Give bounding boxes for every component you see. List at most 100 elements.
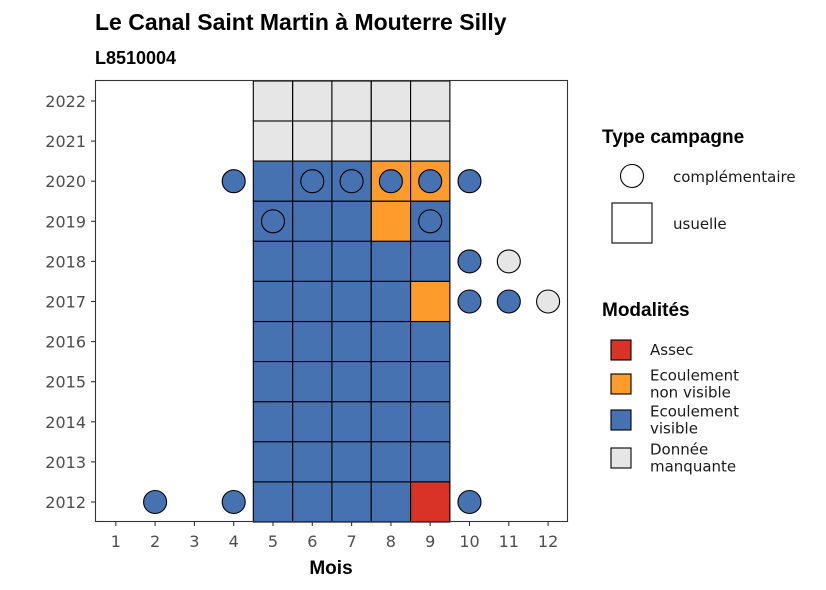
cell-2018-9 (410, 240, 451, 282)
cell-2016-7 (331, 321, 372, 363)
cell-2014-7 (331, 401, 372, 443)
y-tick-label: 2012 (45, 493, 86, 512)
cell-2013-8 (370, 441, 412, 483)
cell-2014-8 (370, 401, 412, 443)
y-axis: 2012 2013 2014 2015 2016 2017 2018 2019 2020 2021… (45, 92, 96, 512)
y-tick-label: 2018 (45, 252, 86, 271)
cell-2017-8 (370, 280, 412, 323)
point-2017-12 (536, 289, 561, 314)
legend-key-assec (610, 339, 632, 361)
point-2020-7 (339, 169, 364, 194)
legend-label-line: non visible (650, 384, 731, 402)
cell-2014-9 (410, 401, 451, 443)
x-tick-label: 11 (499, 532, 519, 551)
chart-subtitle: L8510004 (95, 48, 176, 68)
point-2017-11 (496, 289, 521, 314)
legend-key-ecoulement-non-visible (610, 373, 632, 395)
legend-label-line: Donnée (650, 441, 708, 459)
y-tick-label: 2013 (45, 453, 86, 472)
cell-2019-8 (370, 200, 412, 242)
x-tick-label: 10 (459, 532, 479, 551)
cell-2013-6 (292, 441, 333, 483)
x-tick-label: 8 (386, 532, 396, 551)
point-2020-8 (378, 169, 403, 194)
cell-2016-6 (292, 321, 333, 363)
point-2020-4 (221, 169, 246, 194)
cell-2021-9 (410, 120, 451, 162)
cell-2015-5 (252, 361, 294, 403)
cell-2012-6 (292, 481, 333, 523)
cell-2017-5 (252, 280, 294, 323)
legend: Type campagne complémentaire usuelle Mod… (602, 127, 796, 476)
x-tick-label: 9 (425, 532, 435, 551)
legend-label-line: Assec (650, 341, 693, 359)
cell-2015-9 (410, 361, 451, 403)
legend-key-donn-e-manquante (610, 447, 632, 469)
point-2012-2 (143, 489, 168, 515)
y-tick-label: 2015 (45, 373, 86, 392)
y-tick-label: 2020 (45, 172, 86, 191)
cell-2018-5 (252, 240, 294, 282)
x-tick-label: 3 (189, 532, 199, 551)
cell-2021-8 (370, 120, 412, 162)
point-2012-10 (457, 489, 482, 515)
point-2020-10 (457, 169, 482, 194)
legend-key-ecoulement-visible (610, 409, 632, 431)
legend-label-usuelle: usuelle (673, 215, 727, 233)
x-tick-label: 12 (538, 532, 558, 551)
chart-title: Le Canal Saint Martin à Mouterre Silly (95, 9, 507, 35)
cell-2018-8 (370, 240, 412, 282)
legend-label-line: visible (650, 420, 698, 438)
usuelle-cells (252, 80, 451, 523)
cell-2016-9 (410, 321, 451, 363)
y-tick-label: 2017 (45, 293, 86, 312)
point-2018-11 (496, 249, 521, 274)
cell-2020-5 (252, 160, 294, 202)
point-2020-9 (418, 169, 443, 194)
cell-2012-8 (370, 481, 412, 523)
cell-2022-7 (331, 80, 372, 122)
cell-2021-7 (331, 120, 372, 162)
point-2017-10 (457, 289, 482, 314)
y-tick-label: 2016 (45, 333, 86, 352)
legend-circle-icon (619, 163, 645, 189)
cell-2019-7 (331, 200, 372, 242)
x-axis-title: Mois (309, 558, 352, 579)
point-2019-5 (260, 209, 286, 234)
legend-square-icon (611, 202, 653, 244)
legend-label-line: manquante (650, 458, 736, 476)
cell-2013-7 (331, 441, 372, 483)
x-tick-label: 5 (268, 532, 278, 551)
cell-2014-6 (292, 401, 333, 443)
point-2018-10 (457, 249, 482, 274)
cell-2016-8 (370, 321, 412, 363)
complementaire-points (143, 169, 561, 515)
cell-2015-7 (331, 361, 372, 403)
cell-2012-9 (410, 481, 451, 523)
cell-2018-6 (292, 240, 333, 282)
x-tick-label: 1 (111, 532, 121, 551)
y-tick-label: 2014 (45, 413, 86, 432)
cell-2021-6 (292, 120, 333, 162)
cell-2021-5 (252, 120, 294, 162)
cell-2014-5 (252, 401, 294, 443)
cell-2022-9 (410, 80, 451, 122)
cell-2013-5 (252, 441, 294, 483)
point-2012-4 (221, 489, 246, 515)
point-2019-9 (418, 209, 443, 234)
cell-2015-8 (370, 361, 412, 403)
y-tick-label: 2021 (45, 132, 86, 151)
cell-2018-7 (331, 240, 372, 282)
legend-title-campagne: Type campagne (602, 127, 744, 148)
cell-2017-9 (410, 280, 451, 323)
cell-2022-5 (252, 80, 294, 122)
cell-2022-8 (370, 80, 412, 122)
cell-2022-6 (292, 80, 333, 122)
y-tick-label: 2022 (45, 92, 86, 111)
x-axis: 1 2 3 4 5 6 7 8 9 10 11 12 (111, 521, 558, 551)
x-tick-label: 4 (229, 532, 239, 551)
point-2020-6 (300, 169, 325, 194)
legend-label-complementaire: complémentaire (673, 168, 796, 186)
